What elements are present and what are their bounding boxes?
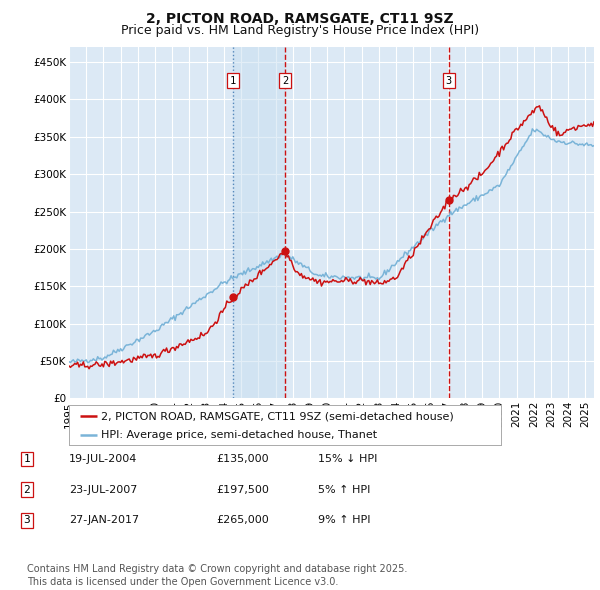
Text: 2, PICTON ROAD, RAMSGATE, CT11 9SZ: 2, PICTON ROAD, RAMSGATE, CT11 9SZ xyxy=(146,12,454,26)
Text: 2: 2 xyxy=(282,76,288,86)
Text: £197,500: £197,500 xyxy=(216,485,269,494)
Bar xyxy=(233,47,285,398)
Text: 2: 2 xyxy=(23,485,31,494)
Text: 1: 1 xyxy=(23,454,31,464)
Text: 23-JUL-2007: 23-JUL-2007 xyxy=(69,485,137,494)
Text: 19-JUL-2004: 19-JUL-2004 xyxy=(69,454,137,464)
Text: Contains HM Land Registry data © Crown copyright and database right 2025.
This d: Contains HM Land Registry data © Crown c… xyxy=(27,564,407,587)
Text: 5% ↑ HPI: 5% ↑ HPI xyxy=(318,485,370,494)
Text: 2, PICTON ROAD, RAMSGATE, CT11 9SZ (semi-detached house): 2, PICTON ROAD, RAMSGATE, CT11 9SZ (semi… xyxy=(101,411,454,421)
Text: HPI: Average price, semi-detached house, Thanet: HPI: Average price, semi-detached house,… xyxy=(101,430,377,440)
Text: 9% ↑ HPI: 9% ↑ HPI xyxy=(318,516,371,525)
Text: 15% ↓ HPI: 15% ↓ HPI xyxy=(318,454,377,464)
Text: 3: 3 xyxy=(23,516,31,525)
Text: £265,000: £265,000 xyxy=(216,516,269,525)
Text: 1: 1 xyxy=(230,76,236,86)
Text: 27-JAN-2017: 27-JAN-2017 xyxy=(69,516,139,525)
Text: Price paid vs. HM Land Registry's House Price Index (HPI): Price paid vs. HM Land Registry's House … xyxy=(121,24,479,37)
Text: £135,000: £135,000 xyxy=(216,454,269,464)
Text: 3: 3 xyxy=(446,76,452,86)
